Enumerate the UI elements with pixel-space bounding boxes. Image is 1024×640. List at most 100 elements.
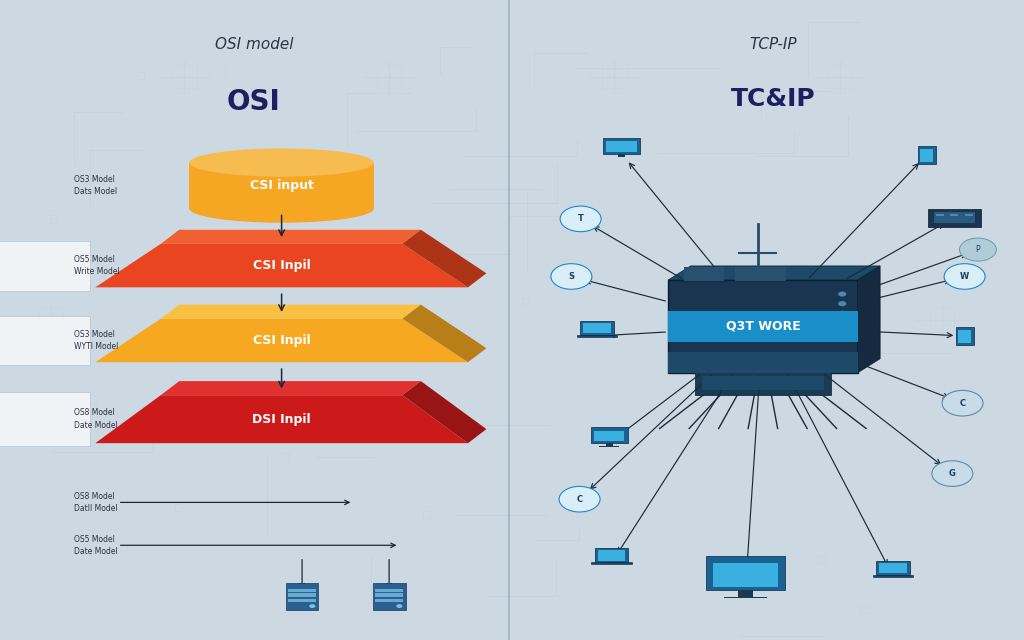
FancyBboxPatch shape [694, 371, 831, 394]
Circle shape [551, 264, 592, 289]
Bar [928, 209, 981, 227]
Text: OSI: OSI [227, 88, 281, 116]
Bar [668, 311, 857, 342]
Polygon shape [161, 305, 421, 319]
Circle shape [560, 206, 601, 232]
Bar [921, 149, 933, 163]
Polygon shape [95, 396, 468, 444]
Bar [172, 65, 197, 88]
Bar [936, 214, 944, 216]
Polygon shape [161, 230, 421, 244]
Bar [522, 298, 529, 305]
Bar [39, 308, 63, 332]
Circle shape [944, 264, 985, 289]
Text: G: G [949, 469, 955, 478]
Bar [860, 605, 867, 613]
Text: CSI input: CSI input [250, 179, 313, 192]
Text: W: W [959, 272, 970, 281]
Bar [599, 446, 620, 447]
Bar [930, 308, 954, 332]
Polygon shape [95, 319, 468, 362]
FancyBboxPatch shape [0, 241, 90, 291]
Text: TC&IP: TC&IP [731, 87, 815, 111]
Bar [584, 323, 610, 333]
Bar [879, 563, 907, 573]
Bar [595, 548, 628, 562]
Bar [288, 589, 316, 593]
Polygon shape [402, 305, 486, 362]
Bar [934, 212, 975, 223]
Circle shape [838, 301, 846, 307]
Bar [361, 392, 369, 399]
Bar [738, 590, 753, 597]
Bar [706, 556, 785, 590]
Text: TCP-IP: TCP-IP [750, 37, 797, 52]
Text: C: C [577, 495, 583, 504]
Bar [375, 589, 403, 593]
Bar [581, 321, 613, 335]
Bar [618, 154, 625, 157]
Bar [219, 67, 226, 74]
Circle shape [942, 390, 983, 416]
Bar [724, 596, 767, 598]
Bar [606, 443, 612, 446]
Bar [735, 268, 786, 282]
Text: Q3T WORE: Q3T WORE [726, 320, 800, 333]
Text: CSI Inpil: CSI Inpil [253, 259, 310, 272]
Text: OS3 Model
WYTI Model: OS3 Model WYTI Model [74, 330, 118, 351]
Bar [958, 330, 971, 344]
Bar [189, 163, 374, 209]
Text: OS3 Model
Dats Model: OS3 Model Dats Model [74, 175, 117, 196]
FancyBboxPatch shape [0, 316, 90, 365]
Text: OS8 Model
Datll Model: OS8 Model Datll Model [74, 492, 118, 513]
Bar [377, 65, 401, 88]
Circle shape [838, 321, 846, 326]
Polygon shape [668, 266, 881, 280]
Bar [50, 216, 57, 223]
Bar [286, 583, 318, 610]
Circle shape [559, 486, 600, 512]
Bar [591, 428, 628, 443]
FancyBboxPatch shape [0, 392, 90, 447]
Bar [282, 453, 289, 460]
Circle shape [396, 604, 402, 608]
Text: CSI Inpil: CSI Inpil [253, 334, 310, 347]
Bar [373, 583, 406, 610]
Bar [606, 141, 637, 152]
Bar [955, 327, 974, 345]
Text: DSI Inpil: DSI Inpil [252, 413, 311, 426]
Circle shape [838, 292, 846, 297]
Text: OS5 Model
Write Model: OS5 Model Write Model [74, 255, 120, 276]
Text: OSI model: OSI model [215, 37, 293, 52]
Bar [326, 177, 333, 184]
Bar [288, 598, 316, 602]
Bar [603, 138, 640, 154]
Text: OS5 Model
Date Model: OS5 Model Date Model [74, 534, 118, 556]
Circle shape [959, 238, 996, 261]
Text: P: P [976, 245, 980, 254]
Bar [594, 431, 625, 442]
Bar [136, 72, 143, 79]
Bar [591, 562, 632, 564]
Text: C: C [959, 399, 966, 408]
Ellipse shape [189, 195, 374, 223]
Bar [668, 280, 857, 372]
Bar [684, 268, 725, 282]
Bar [817, 556, 824, 563]
Bar [598, 550, 625, 561]
Bar [89, 403, 96, 410]
Polygon shape [95, 244, 468, 287]
Polygon shape [161, 381, 421, 396]
Polygon shape [402, 230, 486, 287]
Bar [701, 376, 824, 390]
Polygon shape [402, 381, 486, 444]
Bar [827, 65, 852, 88]
Bar [423, 511, 430, 518]
Bar [950, 214, 958, 216]
Bar [375, 593, 403, 597]
Bar [918, 146, 936, 164]
Bar [872, 575, 913, 577]
Bar [713, 563, 778, 587]
Bar [577, 335, 617, 337]
Bar [375, 598, 403, 602]
